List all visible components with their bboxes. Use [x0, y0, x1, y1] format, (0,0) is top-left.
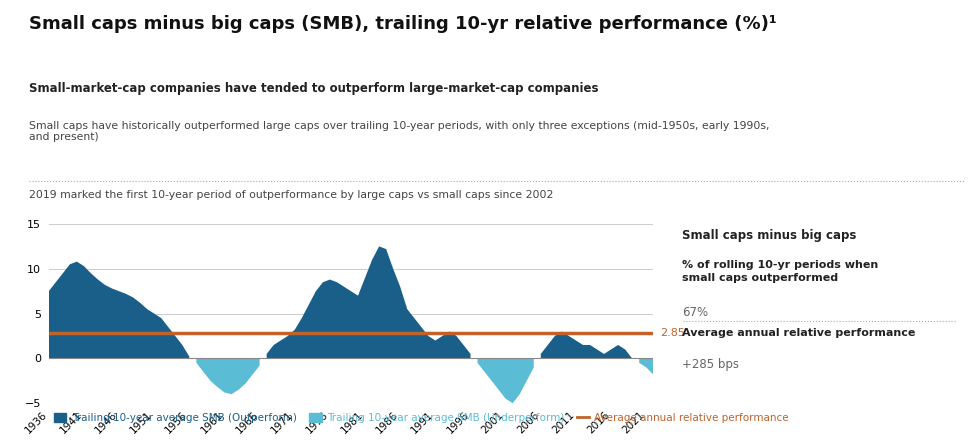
Text: +285 bps: +285 bps — [682, 358, 739, 371]
Text: 2019 marked the first 10-year period of outperformance by large caps vs small ca: 2019 marked the first 10-year period of … — [29, 190, 554, 200]
Text: 67%: 67% — [682, 306, 709, 319]
Text: Small caps have historically outperformed large caps over trailing 10-year perio: Small caps have historically outperforme… — [29, 121, 769, 142]
Text: Small-market-cap companies have tended to outperform large-market-cap companies: Small-market-cap companies have tended t… — [29, 82, 599, 95]
Text: Small caps minus big caps (SMB), trailing 10-yr relative performance (%)¹: Small caps minus big caps (SMB), trailin… — [29, 15, 777, 34]
Text: % of rolling 10-yr periods when
small caps outperformed: % of rolling 10-yr periods when small ca… — [682, 260, 878, 283]
Text: 2.85: 2.85 — [660, 328, 685, 338]
Text: Average annual relative performance: Average annual relative performance — [682, 328, 916, 338]
Legend: Trailing 10-year average SMB (Outperform), Trailing 10-year average SMB (Underpe: Trailing 10-year average SMB (Outperform… — [54, 413, 789, 423]
Text: Small caps minus big caps: Small caps minus big caps — [682, 229, 857, 242]
